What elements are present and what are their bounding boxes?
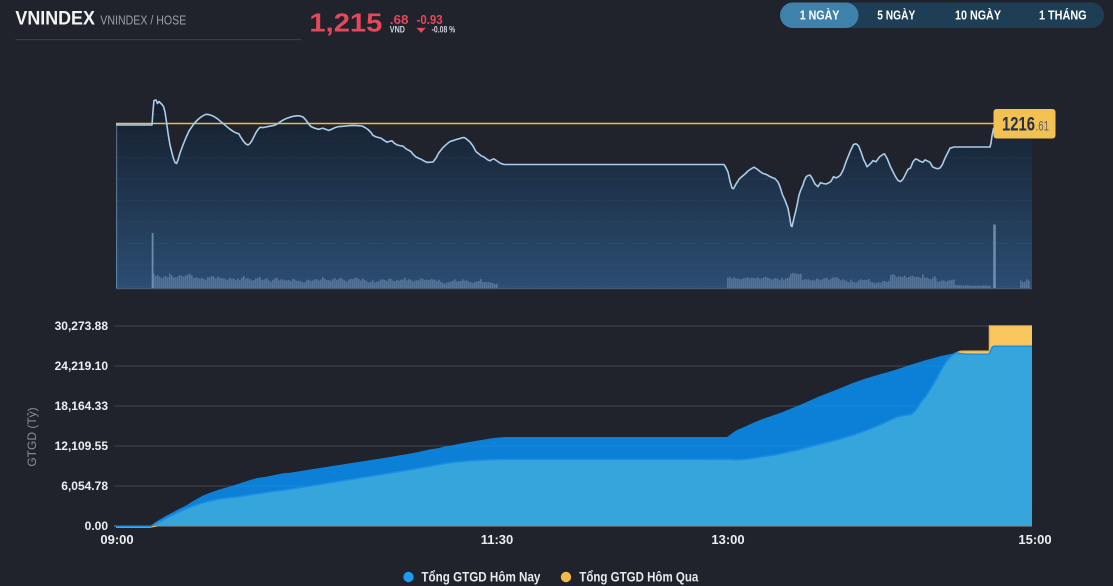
svg-text:15:00: 15:00 <box>1018 532 1051 547</box>
svg-text:Tổng GTGD Hôm Qua: Tổng GTGD Hôm Qua <box>579 570 698 585</box>
svg-text:18,164.33: 18,164.33 <box>55 399 109 413</box>
svg-text:12,109.55: 12,109.55 <box>55 439 109 453</box>
svg-text:1216: 1216 <box>1002 115 1035 136</box>
svg-text:Tổng GTGD Hôm Nay: Tổng GTGD Hôm Nay <box>421 570 540 585</box>
svg-text:30,273.88: 30,273.88 <box>55 319 109 333</box>
svg-text:6,054.78: 6,054.78 <box>61 479 108 493</box>
svg-text:5 NGÀY: 5 NGÀY <box>877 7 915 22</box>
svg-text:-0.08 %: -0.08 % <box>432 25 456 35</box>
svg-text:13:00: 13:00 <box>711 532 744 547</box>
svg-text:GTGD (Tỷ): GTGD (Tỷ) <box>25 407 39 466</box>
svg-text:.61: .61 <box>1036 119 1050 134</box>
svg-text:.68: .68 <box>390 13 409 27</box>
svg-text:1 NGÀY: 1 NGÀY <box>800 7 840 22</box>
svg-text:VNINDEX / HOSE: VNINDEX / HOSE <box>100 13 186 28</box>
svg-text:0.00: 0.00 <box>85 519 109 533</box>
svg-text:09:00: 09:00 <box>100 532 133 547</box>
svg-text:1,215: 1,215 <box>309 8 382 38</box>
svg-text:-0.93: -0.93 <box>417 12 443 27</box>
svg-text:VND: VND <box>390 25 405 35</box>
svg-text:10 NGÀY: 10 NGÀY <box>955 7 1001 22</box>
svg-text:VNINDEX: VNINDEX <box>15 7 95 29</box>
svg-text:1 THÁNG: 1 THÁNG <box>1039 7 1087 22</box>
svg-text:24,219.10: 24,219.10 <box>55 359 109 373</box>
svg-text:11:30: 11:30 <box>481 532 514 547</box>
